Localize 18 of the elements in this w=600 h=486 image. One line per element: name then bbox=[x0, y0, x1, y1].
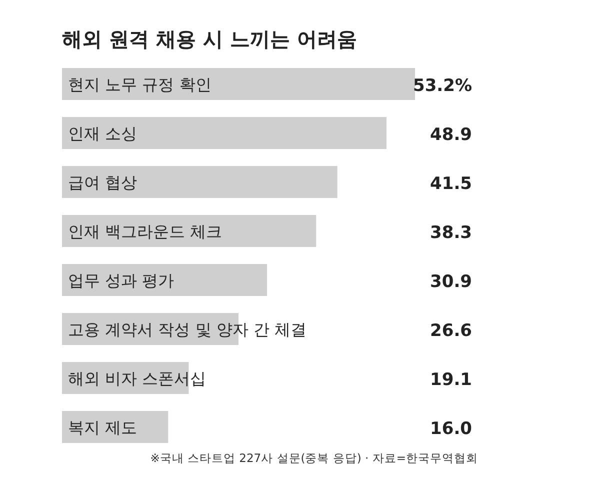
y-tick-label: 급여 협상 bbox=[68, 173, 138, 192]
data-label: 19.1 bbox=[430, 370, 472, 390]
data-label: 48.9 bbox=[430, 125, 472, 145]
data-label: 38.3 bbox=[430, 223, 472, 243]
data-label: 16.0 bbox=[430, 419, 472, 439]
data-label: 53.2% bbox=[413, 76, 472, 96]
y-tick-label: 인재 백그라운드 체크 bbox=[68, 222, 222, 241]
data-label: 26.6 bbox=[430, 321, 472, 341]
y-tick-label: 해외 비자 스폰서십 bbox=[68, 369, 206, 388]
data-label: 41.5 bbox=[430, 174, 472, 194]
y-tick-label: 고용 계약서 작성 및 양자 간 체결 bbox=[68, 320, 307, 339]
data-label: 30.9 bbox=[430, 272, 472, 292]
y-tick-label: 현지 노무 규정 확인 bbox=[68, 75, 212, 94]
title: 해외 원격 채용 시 느끼는 어려움 bbox=[62, 27, 357, 51]
y-tick-label: 업무 성과 평가 bbox=[68, 271, 174, 290]
y-tick-label: 인재 소싱 bbox=[68, 124, 138, 143]
annotation: ※국내 스타트업 227사 설문(중복 응답) · 자료=한국무역협회 bbox=[150, 451, 478, 465]
y-tick-label: 복지 제도 bbox=[68, 418, 138, 437]
